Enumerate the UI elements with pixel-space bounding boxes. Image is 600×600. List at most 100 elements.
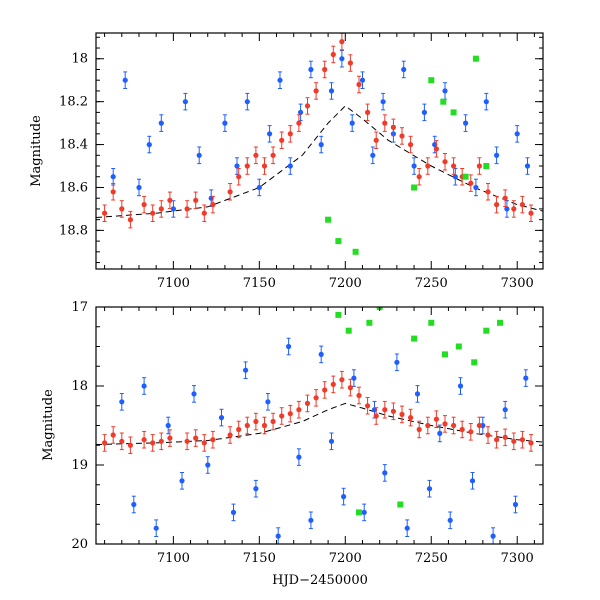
bottom-blue-point [469,472,476,490]
bottom-ytick-label: 17 [71,300,88,315]
bottom-red-point [287,404,293,423]
bottom-red-point [519,430,526,449]
top-panel-marks [96,33,543,255]
top-red-point [356,75,362,94]
bottom-red-point [511,432,517,451]
bottom-green-point [356,509,362,516]
top-red-point [119,200,125,218]
bottom-red-point [193,429,199,447]
top-red-point [373,131,379,149]
bottom-red-point [399,405,405,424]
bottom-red-point [459,420,465,439]
bottom-blue-point [153,519,159,537]
bottom-blue-point [490,527,496,544]
bottom-green-point [345,327,352,334]
top-red-point [347,54,353,72]
top-red-point [210,195,216,214]
top-panel-ticks: 7100 7150 7200 7250 7300 18 18.2 18.4 18.6 18.8 [59,33,543,291]
top-green-point [411,184,418,191]
top-red-point [201,204,207,222]
top-blue-point [267,125,273,143]
bottom-red-point [201,434,207,452]
bottom-red-point [141,430,147,449]
top-red-point [287,125,293,143]
top-ytick-label: 18.6 [59,180,88,195]
bottom-red-point [382,400,388,419]
top-blue-point [349,114,355,132]
bottom-xtick-label: 7250 [415,551,448,566]
top-blue-point [182,92,188,111]
top-blue-point [318,135,324,154]
top-red-point [270,146,276,165]
top-red-point [227,183,233,201]
top-blue-point [411,157,417,175]
bottom-blue-point [512,495,519,514]
top-blue-point [222,114,228,132]
bottom-blue-point [437,424,443,443]
top-blue-point [339,50,345,68]
top-blue-point [359,71,366,89]
top-red-point [253,146,259,165]
bottom-red-point [451,416,457,435]
top-red-point [408,135,414,154]
bottom-blue-point [318,345,324,364]
bottom-red-point [270,412,276,431]
bottom-blue-point [179,472,185,490]
top-red-point [261,157,268,175]
top-red-point [365,103,371,122]
bottom-red-point [150,434,156,452]
bottom-blue-point [218,408,225,427]
bottom-ytick-label: 19 [71,458,88,473]
bottom-red-point [408,408,414,427]
bottom-red-point [339,370,345,389]
top-red-point [468,174,474,192]
bottom-red-point [502,428,508,447]
bottom-ytick-label: 18 [71,379,88,394]
bottom-red-point [390,402,396,421]
top-red-point [416,168,422,186]
bottom-ytick-label: 20 [71,537,88,552]
top-panel-frame [95,32,544,270]
bottom-red-point [528,434,534,452]
top-red-point [167,191,173,210]
bottom-blue-point [243,361,249,379]
bottom-blue-point [253,479,259,498]
bottom-red-point [494,430,500,449]
top-red-point [304,97,311,115]
top-ytick-label: 18.2 [59,95,88,110]
top-red-point [313,82,319,100]
bottom-panel-marks [96,307,543,544]
top-blue-point [146,135,152,154]
top-xtick-label: 7300 [501,276,534,291]
top-red-point [296,114,302,132]
top-ytick-label: 18 [71,52,88,67]
top-blue-point [196,146,202,165]
top-blue-point [421,103,427,122]
top-red-point [102,204,108,222]
top-red-point [244,157,250,175]
top-blue-point [110,168,116,186]
top-red-point [339,33,345,51]
top-blue-point [122,71,128,89]
top-red-point [494,195,500,214]
bottom-green-point [483,327,490,334]
bottom-green-point [411,335,418,342]
bottom-blue-point [205,456,211,474]
bottom-panel: 7100 7150 7200 7250 7300 17 18 19 20 Magnitude H… [41,300,544,588]
model-curve [96,402,543,445]
bottom-red-point [127,436,133,454]
bottom-red-point [102,434,108,452]
bottom-red-point [244,416,250,435]
top-blue-point [136,178,142,197]
bottom-blue-point [382,464,388,482]
top-green-point [352,248,359,255]
bottom-blue-point [328,432,335,451]
bottom-blue-point [131,495,137,514]
top-green-point [440,98,447,105]
bottom-xlabel: HJD−2450000 [272,573,368,588]
bottom-blue-point [119,393,125,411]
top-red-point [322,60,328,79]
bottom-red-point [227,426,233,444]
bottom-red-point [313,389,319,407]
top-blue-point [277,71,283,89]
